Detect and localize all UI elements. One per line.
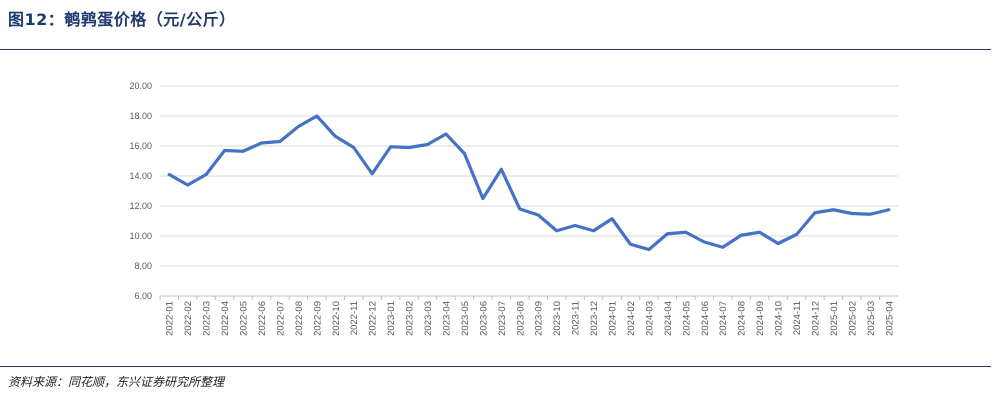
data-point <box>537 213 540 217</box>
x-tick-label: 2022-06 <box>257 301 268 336</box>
y-tick-label: 18.00 <box>129 111 152 121</box>
x-tick-label: 2023-05 <box>460 301 471 336</box>
x-tick-label: 2024-01 <box>608 301 619 336</box>
data-point <box>168 173 171 176</box>
data-point <box>444 132 448 136</box>
x-tick-label: 2023-06 <box>478 301 489 336</box>
data-point <box>186 183 189 187</box>
x-tick-label: 2023-02 <box>405 301 416 336</box>
x-tick-label: 2022-07 <box>275 301 286 336</box>
x-tick-label: 2023-08 <box>515 301 526 336</box>
data-point <box>887 208 890 211</box>
data-point <box>260 141 263 145</box>
y-axis-ticks: 6.00 8.00 10.00 12.00 14.00 16.00 18.00 20.00 <box>129 81 152 301</box>
data-point <box>518 207 521 211</box>
series-line <box>167 114 891 252</box>
data-point <box>758 231 761 234</box>
x-tick-label: 2022-10 <box>331 301 342 336</box>
data-point <box>204 173 208 176</box>
series-layer <box>167 114 891 252</box>
y-tick-label: 20.00 <box>129 81 152 91</box>
gridlines <box>160 85 898 297</box>
data-point <box>647 248 651 251</box>
data-point <box>315 114 319 118</box>
x-tick-label: 2024-04 <box>663 301 674 336</box>
x-tick-label: 2023-09 <box>534 301 545 336</box>
x-tick-label: 2023-12 <box>589 301 600 336</box>
x-tick-label: 2025-03 <box>866 301 877 336</box>
x-tick-label: 2022-03 <box>202 301 213 336</box>
data-point <box>555 229 558 232</box>
data-point <box>297 125 300 128</box>
data-point <box>481 197 485 200</box>
data-point <box>573 224 577 227</box>
x-tick-label: 2023-03 <box>423 301 434 336</box>
data-point <box>334 135 337 138</box>
x-tick-label: 2022-05 <box>239 301 250 336</box>
data-point <box>666 232 669 235</box>
x-tick-label: 2025-02 <box>847 301 858 336</box>
y-tick-label: 14.00 <box>129 171 152 181</box>
data-point <box>703 240 706 244</box>
data-point <box>776 242 780 245</box>
x-tick-label: 2024-09 <box>755 301 766 336</box>
x-tick-label: 2024-07 <box>718 301 729 336</box>
x-tick-label: 2023-01 <box>386 301 397 336</box>
data-point <box>813 211 817 214</box>
x-tick-label: 2022-08 <box>294 301 305 336</box>
x-axis-ticks: 2022-01 2022-02 2022-03 2022-04 2022-05 2022-… <box>159 296 895 336</box>
x-tick-label: 2022-04 <box>220 301 231 336</box>
data-point <box>463 152 466 155</box>
line-chart: 6.00 8.00 10.00 12.00 14.00 16.00 18.00 20.00 2… <box>129 81 898 336</box>
x-tick-label: 2024-11 <box>792 301 803 335</box>
data-point <box>739 234 743 237</box>
x-tick-label: 2025-01 <box>829 301 840 336</box>
x-tick-label: 2023-11 <box>571 301 582 335</box>
data-point <box>278 140 282 143</box>
x-tick-label: 2023-04 <box>441 301 452 336</box>
x-tick-label: 2024-12 <box>810 301 821 336</box>
data-point <box>629 243 632 246</box>
data-point <box>869 213 872 216</box>
y-tick-label: 16.00 <box>129 141 152 151</box>
x-tick-label: 2022-09 <box>312 301 323 336</box>
data-point <box>721 246 724 249</box>
x-tick-label: 2024-06 <box>700 301 711 336</box>
y-tick-label: 10.00 <box>129 231 152 241</box>
x-tick-label: 2024-03 <box>644 301 655 336</box>
page-title: 图12：鹌鹑蛋价格（元/公斤） <box>8 10 236 29</box>
data-point <box>850 212 854 215</box>
x-tick-label: 2023-10 <box>552 301 563 336</box>
data-point <box>426 143 429 146</box>
data-point <box>223 149 226 152</box>
data-point <box>241 150 245 153</box>
x-tick-label: 2022-02 <box>183 301 194 336</box>
data-point <box>592 229 595 232</box>
source-note: 资料来源：同花顺，东兴证券研究所整理 <box>8 375 225 389</box>
x-tick-label: 2023-07 <box>497 301 508 336</box>
data-point <box>352 146 355 149</box>
x-tick-label: 2024-05 <box>681 301 692 336</box>
data-point <box>389 145 392 148</box>
x-tick-label: 2024-10 <box>774 301 785 336</box>
data-point <box>500 168 503 171</box>
data-point <box>370 172 374 175</box>
x-tick-label: 2022-11 <box>349 301 360 335</box>
header-divider <box>0 49 991 50</box>
x-tick-label: 2022-12 <box>368 301 379 336</box>
y-tick-label: 6.00 <box>134 291 152 301</box>
data-point <box>832 208 835 211</box>
x-tick-label: 2024-02 <box>626 301 637 336</box>
data-point <box>795 233 798 236</box>
y-tick-label: 12.00 <box>129 201 152 211</box>
data-point <box>407 146 411 149</box>
data-point <box>684 231 688 234</box>
x-tick-label: 2024-08 <box>737 301 748 336</box>
x-tick-label: 2022-01 <box>165 301 176 336</box>
data-point <box>610 217 614 220</box>
y-tick-label: 8.00 <box>134 261 152 271</box>
footer-divider <box>0 366 991 367</box>
x-tick-label: 2025-04 <box>884 301 895 336</box>
